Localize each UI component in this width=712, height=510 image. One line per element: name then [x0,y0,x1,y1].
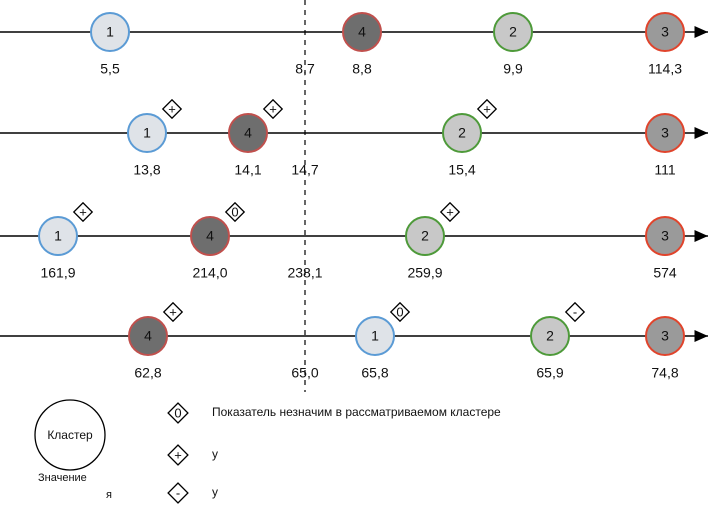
node-value: 111 [654,162,675,178]
sign-diamond [167,444,189,466]
node-value: 259,9 [407,265,442,281]
legend-text: Показатель незначим в рассматриваемом кл… [212,405,501,419]
sign-symbol: + [174,447,182,462]
sign-diamond [161,98,183,120]
cluster-node [645,216,685,256]
cluster-label: 3 [661,24,669,40]
cluster-label: 4 [206,228,214,244]
cluster-label: 2 [421,228,429,244]
sign-symbol: + [483,101,491,116]
sign-diamond [564,301,586,323]
cluster-label: 3 [661,125,669,141]
cluster-node [128,316,168,356]
node-value: 574 [653,265,677,281]
node-value: 74,8 [651,365,678,381]
cluster-label: 1 [371,328,379,344]
threshold-label: 65,0 [291,365,318,381]
node-value: 62,8 [134,365,161,381]
sign-symbol: 0 [231,204,238,219]
legend-cluster [34,399,106,471]
cluster-label: 2 [458,125,466,141]
sign-symbol: - [176,485,180,500]
cluster-label: 3 [661,328,669,344]
sign-diamond [476,98,498,120]
threshold-label: 238,1 [287,265,322,281]
node-value: 214,0 [192,265,227,281]
cluster-node [645,113,685,153]
cluster-label: 3 [661,228,669,244]
sign-symbol: + [169,304,177,319]
node-value: 65,8 [361,365,388,381]
cluster-label: 2 [509,24,517,40]
sign-symbol: + [446,204,454,219]
cluster-node [493,12,533,52]
cluster-node [342,12,382,52]
legend-value-label: Значение [38,472,87,484]
node-value: 8,8 [352,61,372,77]
cluster-node [190,216,230,256]
cluster-node [38,216,78,256]
node-value: 65,9 [536,365,563,381]
node-value: 161,9 [40,265,75,281]
threshold-label: 14,7 [291,162,318,178]
sign-diamond [167,482,189,504]
cluster-node [228,113,268,153]
cluster-node [127,113,167,153]
cluster-node [90,12,130,52]
cluster-label: 4 [358,24,366,40]
threshold-label: 8,7 [295,61,315,77]
sign-symbol: 0 [174,405,181,420]
node-value: 15,4 [448,162,475,178]
cluster-label: 4 [244,125,252,141]
node-value: 5,5 [100,61,120,77]
legend-text: у [212,485,218,499]
cluster-label: 1 [143,125,151,141]
cluster-label: 1 [106,24,114,40]
cluster-node [355,316,395,356]
legend-extra: я [106,489,112,501]
sign-diamond [72,201,94,223]
sign-diamond [262,98,284,120]
cluster-node [645,316,685,356]
legend-cluster-label: Кластер [47,428,93,442]
cluster-node [405,216,445,256]
sign-symbol: 0 [396,304,403,319]
node-value: 9,9 [503,61,523,77]
legend-text: у [212,447,218,461]
cluster-node [645,12,685,52]
cluster-label: 2 [546,328,554,344]
node-value: 114,3 [648,61,682,77]
sign-diamond [389,301,411,323]
cluster-label: 4 [144,328,152,344]
cluster-label: 1 [54,228,62,244]
node-value: 14,1 [234,162,261,178]
sign-diamond [224,201,246,223]
cluster-node [530,316,570,356]
sign-diamond [162,301,184,323]
sign-symbol: + [79,204,87,219]
sign-symbol: - [573,304,577,319]
cluster-node [442,113,482,153]
sign-diamond [167,402,189,424]
sign-symbol: + [168,101,176,116]
sign-diamond [439,201,461,223]
node-value: 13,8 [133,162,160,178]
sign-symbol: + [269,101,277,116]
